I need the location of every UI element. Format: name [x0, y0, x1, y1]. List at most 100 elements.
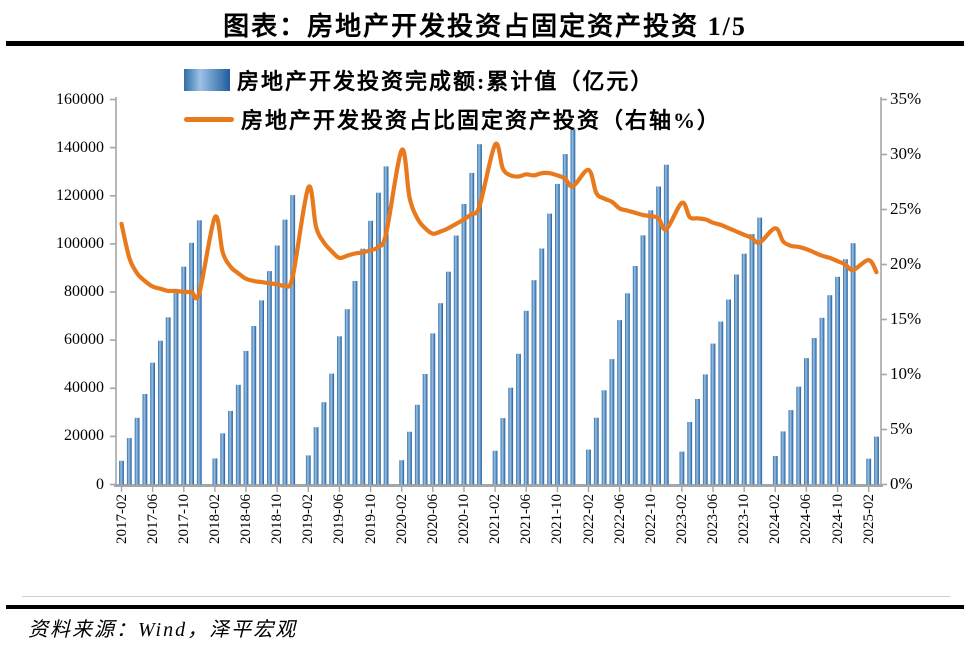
x-axis-tick-label: 2017-06 [144, 494, 161, 544]
x-axis-tick-label: 2024-06 [798, 494, 815, 544]
bar [757, 217, 763, 485]
bar [212, 458, 218, 485]
bar [843, 259, 848, 485]
x-axis-tick-label: 2018-06 [238, 494, 255, 544]
bar [165, 317, 171, 485]
bar [305, 455, 311, 485]
bar [360, 248, 366, 485]
x-axis-tick-label: 2021-10 [549, 494, 566, 544]
bar [679, 451, 685, 485]
bar [562, 154, 568, 485]
bar [274, 245, 280, 485]
bar [313, 427, 319, 485]
x-axis-tick-label: 2019-10 [362, 494, 379, 544]
left-axis-tick-label: 80000 [64, 283, 104, 300]
bar [368, 220, 373, 485]
bar [772, 456, 778, 485]
bar [811, 338, 817, 485]
title-divider-rule [6, 41, 964, 46]
x-axis-tick-label: 2023-06 [705, 494, 722, 544]
bar [337, 336, 342, 485]
left-axis-tick-label: 120000 [56, 186, 104, 204]
bar [866, 458, 872, 485]
chart-bottom-border [22, 596, 950, 597]
x-axis-tick-label: 2024-10 [829, 494, 846, 544]
bar [734, 274, 739, 485]
bar [329, 373, 335, 485]
bar [352, 281, 358, 485]
bar [640, 235, 646, 485]
x-axis-tick-label: 2017-10 [175, 494, 192, 544]
bar [819, 317, 825, 485]
x-axis-tick-label: 2025-02 [860, 494, 877, 544]
bar [695, 399, 700, 485]
bar [601, 390, 607, 485]
x-axis-tick-label: 2017-02 [113, 494, 130, 544]
bar [523, 310, 529, 485]
bar [267, 271, 272, 485]
bar [726, 299, 731, 485]
x-axis-tick-label: 2019-06 [331, 494, 348, 544]
bar [663, 164, 669, 485]
bar [539, 248, 545, 485]
x-axis-tick-label: 2020-10 [455, 494, 472, 544]
bar [150, 362, 155, 485]
line-series-swatch-icon [184, 116, 234, 122]
bar [827, 295, 833, 485]
bar [259, 300, 264, 485]
bar [220, 433, 226, 485]
right-axis-tick-label: 30% [890, 143, 922, 163]
bar [181, 266, 187, 485]
left-axis-tick-label: 100000 [56, 234, 104, 252]
bar-series-swatch-icon [184, 69, 230, 91]
bar [531, 280, 537, 485]
bar [788, 410, 794, 485]
legend-label-bars: 房地产开发投资完成额:累计值（亿元） [237, 69, 655, 94]
x-axis-tick-label: 2021-02 [487, 494, 504, 544]
bar [399, 460, 405, 485]
footer-divider-rule [6, 605, 964, 609]
left-axis-tick-label: 140000 [56, 138, 104, 156]
bar [617, 320, 622, 485]
bar [796, 386, 802, 485]
bar [609, 359, 615, 485]
x-axis-tick-label: 2018-10 [269, 494, 286, 544]
page-title: 图表：房地产开发投资占固定资产投资 1/5 [223, 12, 747, 41]
bar [376, 192, 381, 485]
bar [251, 326, 257, 485]
bar [430, 333, 436, 485]
right-axis-tick-label: 15% [890, 308, 922, 328]
bar [492, 450, 498, 485]
bar [407, 431, 412, 485]
bar [516, 353, 521, 485]
left-axis-tick-label: 60000 [64, 331, 104, 349]
bar [741, 253, 747, 485]
left-axis-tick-label: 20000 [64, 427, 104, 445]
bar [469, 172, 475, 485]
bar [593, 417, 599, 485]
bar [158, 340, 163, 485]
bar [508, 387, 514, 485]
x-axis-tick-label: 2022-10 [642, 494, 659, 544]
left-axis-tick-label: 160000 [56, 90, 104, 108]
bar [547, 213, 552, 485]
x-axis-tick-label: 2019-02 [300, 494, 317, 544]
right-axis-tick-label: 20% [890, 253, 922, 273]
bar [119, 460, 124, 485]
right-axis-tick-label: 25% [890, 198, 922, 218]
bar [228, 410, 233, 485]
bar [780, 431, 786, 485]
x-axis-tick-label: 2020-06 [424, 494, 441, 544]
bar [196, 220, 202, 485]
bar [656, 186, 661, 485]
bar [850, 243, 856, 485]
legend-item-line: 房地产开发投资占比固定资产投资（右轴%） [184, 103, 721, 135]
bar [453, 235, 459, 485]
bar [422, 374, 428, 485]
x-axis-tick-label: 2020-02 [393, 494, 410, 544]
bar [625, 293, 630, 485]
bar [235, 384, 241, 485]
bar [142, 394, 148, 485]
